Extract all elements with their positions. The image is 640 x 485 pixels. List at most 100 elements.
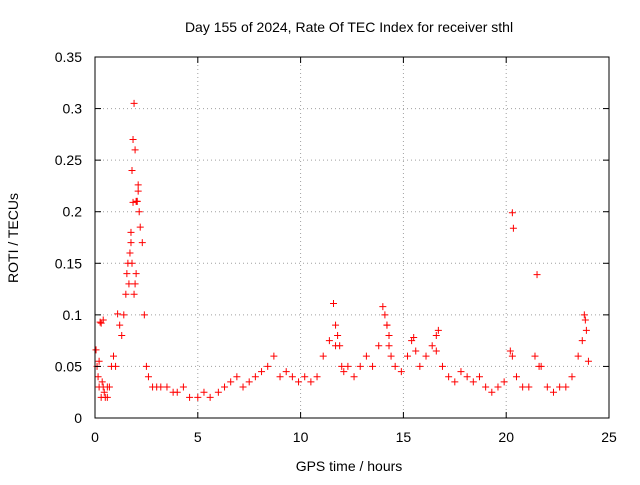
data-point xyxy=(531,352,539,360)
data-point xyxy=(118,331,126,339)
data-point xyxy=(412,347,420,355)
data-point xyxy=(157,383,165,391)
data-point xyxy=(264,362,272,370)
data-point xyxy=(194,393,202,401)
y-tick-label: 0.25 xyxy=(55,152,82,168)
data-point xyxy=(295,378,303,386)
plot-frame xyxy=(94,56,610,419)
data-point xyxy=(131,280,139,288)
x-tick-label: 10 xyxy=(293,429,309,445)
y-tick-label: 0.2 xyxy=(63,204,83,220)
data-point xyxy=(136,223,144,231)
data-point xyxy=(432,331,440,339)
data-point xyxy=(125,280,133,288)
data-point xyxy=(94,373,102,381)
data-point xyxy=(578,337,586,345)
data-point xyxy=(239,383,247,391)
data-point xyxy=(581,316,589,324)
data-point xyxy=(580,311,588,319)
data-point xyxy=(434,326,442,334)
data-point xyxy=(381,311,389,319)
data-point xyxy=(562,383,570,391)
grid-lines xyxy=(95,57,609,418)
x-axis-label: GPS time / hours xyxy=(296,458,403,474)
data-point xyxy=(129,198,137,206)
data-point xyxy=(112,362,120,370)
data-point xyxy=(122,290,130,298)
data-point xyxy=(133,197,141,205)
data-point xyxy=(313,373,321,381)
data-point xyxy=(482,383,490,391)
data-point xyxy=(362,352,370,360)
y-tick-label: 0 xyxy=(74,410,82,426)
data-point xyxy=(103,383,111,391)
data-point xyxy=(186,393,194,401)
data-point xyxy=(451,378,459,386)
data-point xyxy=(508,352,516,360)
data-point xyxy=(543,383,551,391)
data-point xyxy=(301,373,309,381)
chart-title: Day 155 of 2024, Rate Of TEC Index for r… xyxy=(185,19,513,35)
data-point xyxy=(416,362,424,370)
data-point xyxy=(574,352,582,360)
data-point xyxy=(509,224,517,232)
data-point xyxy=(535,362,543,370)
data-point xyxy=(99,316,107,324)
data-point xyxy=(258,368,266,376)
x-tick-labels: 0 5 10 15 20 25 xyxy=(91,429,617,445)
data-point xyxy=(270,352,278,360)
data-point xyxy=(422,352,430,360)
data-point xyxy=(227,378,235,386)
data-point xyxy=(391,362,399,370)
data-point xyxy=(325,337,333,345)
data-point xyxy=(350,373,358,381)
data-point xyxy=(123,270,131,278)
data-point xyxy=(163,383,171,391)
data-point xyxy=(319,352,327,360)
y-tick-labels: 0 0.05 0.1 0.15 0.2 0.25 0.3 0.35 xyxy=(55,49,82,426)
y-tick-label: 0.1 xyxy=(63,307,83,323)
data-point xyxy=(428,342,436,350)
data-point xyxy=(500,378,508,386)
data-point xyxy=(582,326,590,334)
data-point xyxy=(488,388,496,396)
data-point xyxy=(334,331,342,339)
data-point xyxy=(103,393,111,401)
x-tick-label: 5 xyxy=(194,429,202,445)
data-point xyxy=(568,373,576,381)
data-point xyxy=(469,378,477,386)
data-point xyxy=(288,373,296,381)
data-point xyxy=(120,311,128,319)
data-point xyxy=(512,373,520,381)
data-point xyxy=(338,362,346,370)
data-point xyxy=(214,388,222,396)
data-point xyxy=(140,311,148,319)
y-tick-label: 0.15 xyxy=(55,255,82,271)
data-point xyxy=(128,166,136,174)
data-point xyxy=(128,259,136,267)
data-point xyxy=(397,368,405,376)
x-tick-label: 25 xyxy=(601,429,617,445)
axes xyxy=(94,56,610,419)
y-axis-label: ROTI / TECUs xyxy=(5,193,21,283)
data-point xyxy=(179,383,187,391)
data-point xyxy=(282,368,290,376)
data-point xyxy=(132,270,140,278)
data-point xyxy=(385,342,393,350)
data-point xyxy=(549,388,557,396)
data-point xyxy=(307,378,315,386)
x-tick-label: 15 xyxy=(396,429,412,445)
data-point xyxy=(142,362,150,370)
data-point xyxy=(126,249,134,257)
data-point xyxy=(134,187,142,195)
data-point xyxy=(385,331,393,339)
data-point xyxy=(332,342,340,350)
data-point xyxy=(95,357,103,365)
x-tick-label: 0 xyxy=(91,429,99,445)
data-point xyxy=(131,146,139,154)
data-point xyxy=(463,373,471,381)
y-tick-label: 0.3 xyxy=(63,101,83,117)
data-point xyxy=(127,228,135,236)
data-point xyxy=(508,209,516,217)
